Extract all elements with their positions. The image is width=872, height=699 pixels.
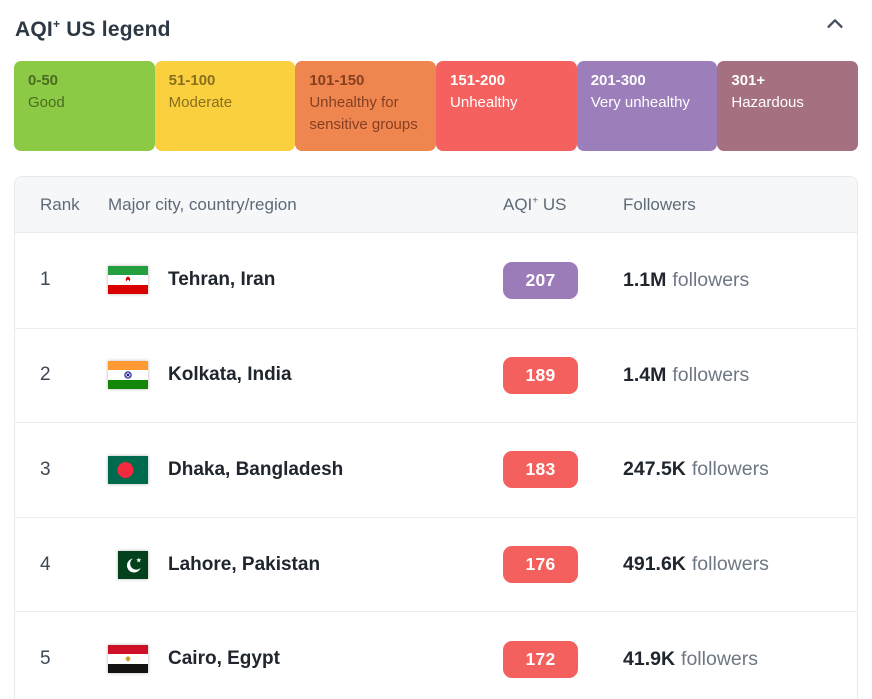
- rank-cell: 2: [40, 364, 51, 386]
- legend-segment-unhealthy: 151-200 Unhealthy: [436, 61, 577, 151]
- legend-range: 51-100: [168, 72, 216, 89]
- collapse-button[interactable]: [822, 11, 848, 37]
- bangladesh-flag-icon: [108, 455, 148, 484]
- legend-range: 201-300: [590, 72, 646, 89]
- legend-label: Good: [28, 94, 65, 111]
- followers-cell: 41.9K followers: [623, 648, 857, 671]
- followers-label: followers: [691, 458, 769, 481]
- chevron-up-icon: [824, 19, 846, 38]
- egypt-flag-icon: [108, 645, 148, 674]
- table-header-row: Rank Major city, country/region AQI+ US …: [15, 177, 857, 233]
- rank-cell: 5: [40, 648, 51, 670]
- legend-range: 301+: [731, 72, 766, 89]
- legend-segment-text: 151-200 Unhealthy: [450, 70, 565, 114]
- followers-label: followers: [691, 553, 769, 576]
- city-cell: Cairo, Egypt: [108, 645, 503, 674]
- rank-cell: 1: [40, 269, 51, 291]
- india-flag-icon: [108, 361, 148, 390]
- followers-value: 491.6K: [623, 553, 686, 576]
- followers-cell: 1.1M followers: [623, 269, 857, 292]
- aqi-cell: 189: [503, 356, 623, 394]
- city-ranking-table: Rank Major city, country/region AQI+ US …: [14, 176, 858, 699]
- page-title: AQI+ US legend: [15, 11, 171, 43]
- aqi-badge: 189: [503, 356, 578, 394]
- followers-value: 41.9K: [623, 647, 676, 670]
- legend-label: Moderate: [168, 94, 233, 111]
- legend-segment-text: 101-150 Unhealthy for sensitive groups: [309, 70, 424, 136]
- city-name: Kolkata, India: [168, 364, 292, 386]
- aqi-cell: 176: [503, 546, 623, 584]
- city-cell: Tehran, Iran: [108, 266, 503, 295]
- legend-segment-moderate: 51-100 Moderate: [154, 61, 296, 151]
- column-header-aqi: AQI+ US: [503, 195, 623, 215]
- column-header-followers: Followers: [623, 194, 696, 214]
- aqi-badge: 207: [503, 261, 578, 299]
- followers-value: 1.1M: [623, 268, 667, 291]
- table-row[interactable]: 3 Dhaka, Bangladesh 183 247.5K followers: [15, 422, 857, 517]
- column-header-rank: Rank: [40, 194, 80, 214]
- city-name: Cairo, Egypt: [168, 648, 280, 670]
- legend-segment-hazardous: 301+ Hazardous: [717, 61, 859, 151]
- page-title-sup: +: [52, 17, 61, 31]
- legend-segment-text: 51-100 Moderate: [169, 70, 284, 114]
- city-cell: Lahore, Pakistan: [108, 550, 503, 579]
- followers-label: followers: [681, 647, 758, 670]
- city-cell: Dhaka, Bangladesh: [108, 455, 503, 484]
- iran-flag-icon: [108, 266, 148, 295]
- followers-cell: 1.4M followers: [623, 364, 857, 387]
- legend-label: Unhealthy for sensitive groups: [309, 94, 418, 133]
- column-header-city: Major city, country/region: [108, 194, 297, 214]
- legend-label: Hazardous: [731, 94, 804, 111]
- page-title-base: AQI: [15, 18, 53, 41]
- followers-label: followers: [672, 363, 750, 386]
- legend-label: Unhealthy: [450, 94, 518, 111]
- aqi-badge: 172: [503, 640, 578, 678]
- legend-segment-text: 0-50 Good: [28, 70, 143, 114]
- table-row[interactable]: 4 Lahore, Pakistan 176 491.6K followers: [15, 516, 857, 612]
- city-cell: Kolkata, India: [108, 361, 503, 390]
- column-header-aqi-rest: US: [538, 194, 567, 214]
- followers-value: 247.5K: [623, 458, 686, 481]
- legend-range: 151-200: [450, 72, 506, 89]
- followers-label: followers: [672, 268, 750, 291]
- aqi-badge: 176: [503, 546, 578, 584]
- aqi-cell: 172: [503, 640, 623, 678]
- table-row[interactable]: 2 Kolkata, India 189 1.4M followers: [15, 327, 857, 423]
- legend-segment-good: 0-50 Good: [14, 61, 155, 151]
- legend-segment-unhealthy-sensitive: 101-150 Unhealthy for sensitive groups: [295, 61, 437, 151]
- followers-cell: 491.6K followers: [623, 553, 857, 576]
- table-row[interactable]: 5 Cairo, Egypt 172 41.9K followers: [15, 611, 857, 699]
- pakistan-flag-icon: [108, 550, 148, 579]
- aqi-cell: 207: [503, 261, 623, 299]
- legend-range: 0-50: [28, 72, 59, 89]
- page-title-rest: US legend: [60, 18, 171, 41]
- rank-cell: 3: [40, 458, 51, 480]
- table-row[interactable]: 1 Tehran, Iran 207 1.1M followers: [15, 233, 857, 328]
- column-header-aqi-sup: +: [532, 194, 539, 206]
- legend-segment-very-unhealthy: 201-300 Very unhealthy: [576, 61, 718, 151]
- aqi-cell: 183: [503, 451, 623, 489]
- legend-label: Very unhealthy: [590, 94, 690, 111]
- legend-segment-text: 201-300 Very unhealthy: [591, 70, 706, 114]
- legend-range: 101-150: [309, 72, 365, 89]
- followers-cell: 247.5K followers: [623, 458, 857, 481]
- followers-value: 1.4M: [623, 363, 667, 386]
- column-header-aqi-base: AQI: [503, 194, 533, 214]
- city-name: Dhaka, Bangladesh: [168, 458, 344, 480]
- rank-cell: 4: [40, 553, 51, 575]
- aqi-legend-bar: 0-50 Good 51-100 Moderate 101-150 Unheal…: [14, 61, 859, 151]
- section-header: AQI+ US legend: [0, 0, 872, 43]
- aqi-badge: 183: [503, 451, 578, 489]
- legend-segment-text: 301+ Hazardous: [731, 70, 846, 114]
- city-name: Tehran, Iran: [168, 269, 276, 291]
- city-name: Lahore, Pakistan: [168, 553, 321, 575]
